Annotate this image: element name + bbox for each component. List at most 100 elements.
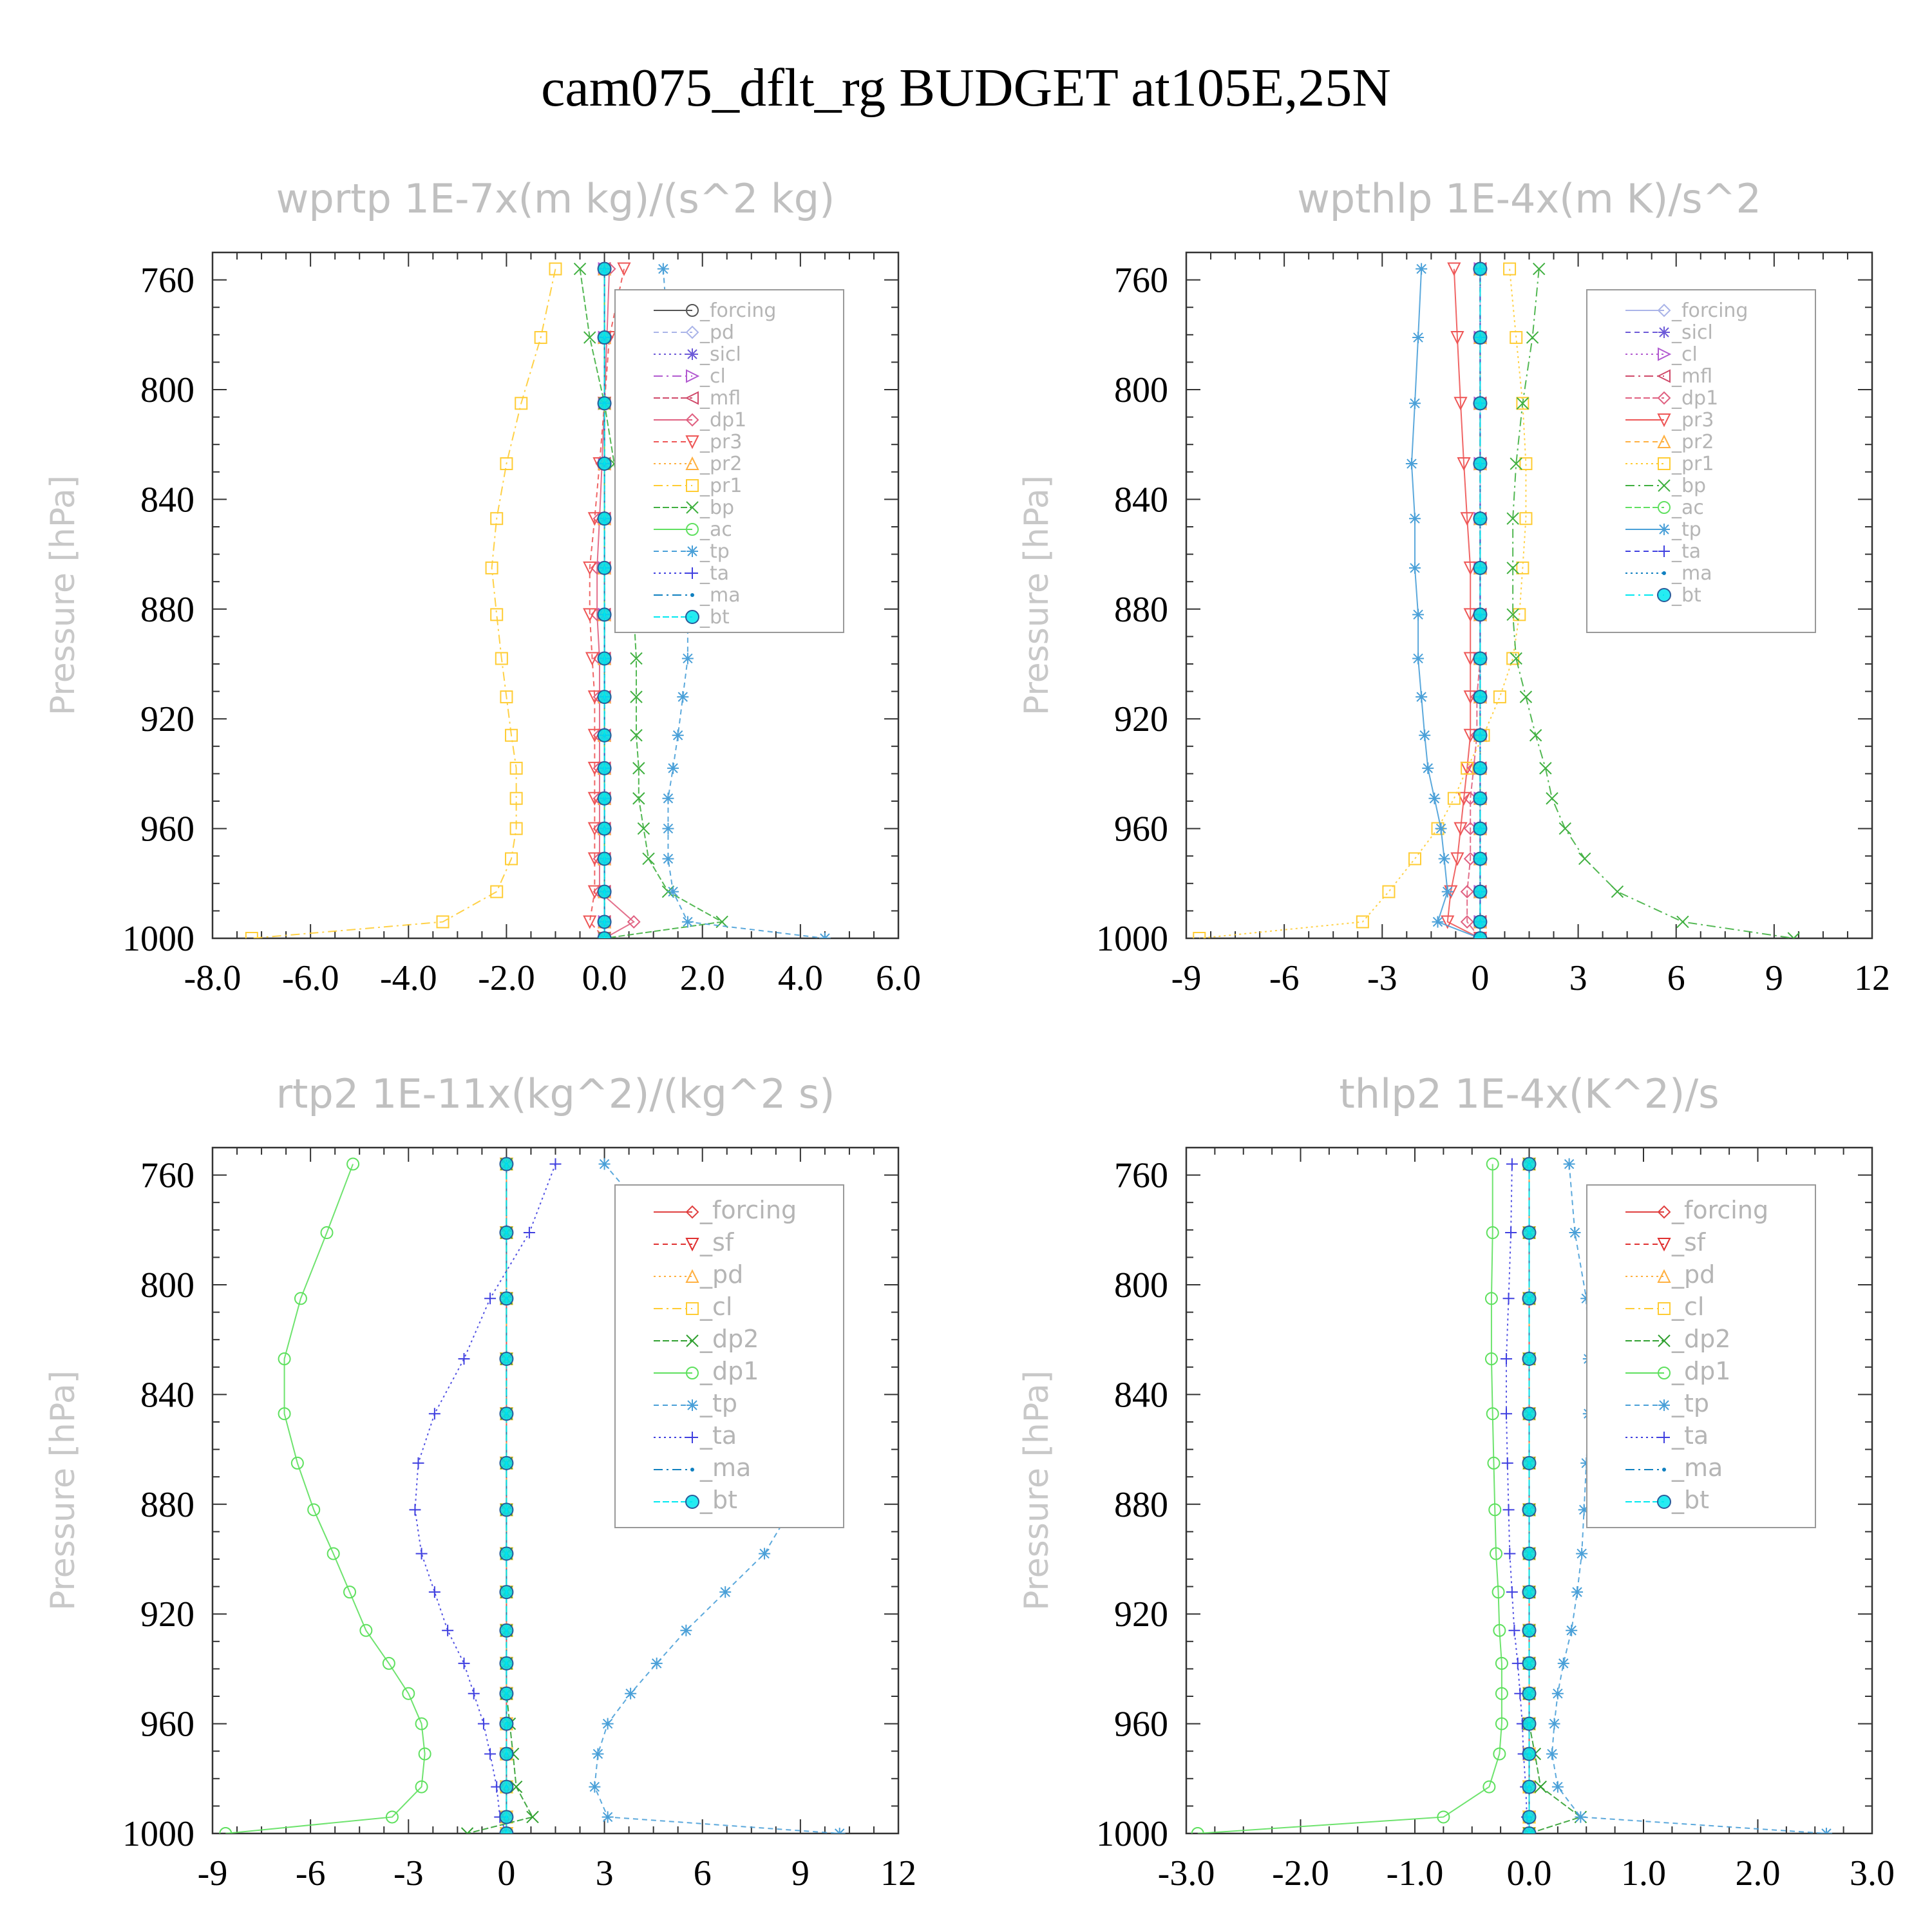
legend-label: _dp2 <box>1671 1325 1730 1353</box>
data-point <box>320 1226 334 1240</box>
legend-item: _bp <box>654 497 734 519</box>
legend-label: _bt <box>699 1486 737 1514</box>
data-point <box>833 1828 846 1833</box>
data-point <box>1546 1748 1558 1760</box>
x-tick-label: 0.0 <box>1507 1853 1552 1893</box>
data-point <box>1510 652 1522 665</box>
legend-label: _cl <box>1671 1293 1704 1321</box>
data-point <box>1522 1157 1537 1171</box>
legend-item: _ta <box>654 1421 737 1450</box>
legend-label: _forcing <box>699 299 776 322</box>
legend-item: _dp2 <box>1625 1325 1730 1353</box>
y-tick-label: 920 <box>140 699 194 739</box>
data-point <box>685 1238 699 1252</box>
data-point <box>1487 1456 1501 1470</box>
data-point <box>1454 822 1468 836</box>
legend-label: _tp <box>699 1389 737 1417</box>
x-tick-label: 0.0 <box>582 958 627 998</box>
data-point <box>687 545 698 557</box>
data-point <box>1519 690 1533 703</box>
data-point <box>1551 1781 1564 1793</box>
data-point <box>1412 609 1425 621</box>
data-point <box>1473 931 1488 938</box>
legend-item: _mfl <box>1625 365 1712 388</box>
y-tick-label: 800 <box>140 370 194 410</box>
y-tick-label: 1000 <box>1096 1814 1168 1854</box>
legend-item: _ta <box>1625 540 1701 563</box>
y-tick-label: 880 <box>1114 1485 1168 1525</box>
chart-title: rtp2 1E-11x(kg^2)/(kg^2 s) <box>276 1070 835 1117</box>
legend-item: _forcing <box>654 299 776 322</box>
legend: _forcing_sicl_cl_mfl_dp1_pr3_pr2_pr1_bp_… <box>1586 289 1816 633</box>
data-point <box>327 1547 340 1560</box>
legend-label: _cl <box>1671 343 1698 366</box>
legend-label: _bt <box>699 606 730 629</box>
data-point <box>573 262 587 276</box>
y-tick-label: 1000 <box>1096 919 1168 959</box>
data-point <box>490 512 504 526</box>
data-point <box>1522 1502 1537 1517</box>
x-tick-label: 0 <box>497 1853 515 1893</box>
data-point <box>499 1656 514 1671</box>
data-point <box>1522 1810 1537 1824</box>
x-tick-label: 0 <box>1471 958 1489 998</box>
data-point <box>630 690 643 703</box>
data-point <box>1658 1367 1671 1379</box>
data-point <box>685 413 699 427</box>
legend-label: _pr2 <box>699 453 742 475</box>
data-point <box>415 1780 428 1794</box>
data-point <box>442 1624 454 1636</box>
data-point <box>1658 479 1671 492</box>
data-point <box>1454 397 1468 411</box>
x-tick-label: 2.0 <box>680 958 725 998</box>
data-point <box>597 511 612 526</box>
data-point <box>500 690 513 704</box>
data-point <box>1657 588 1671 602</box>
legend: _forcing_pd_sicl_cl_mfl_dp1_pr3_pr2_pr1_… <box>614 289 844 633</box>
data-point <box>549 262 562 276</box>
data-point <box>589 1781 601 1793</box>
x-tick-label: 6 <box>694 1853 712 1893</box>
y-tick-label: 920 <box>140 1595 194 1634</box>
chart-panel-4: thlp2 1E-4x(K^2)/s 760 800 840 880 920 960 1000… <box>1018 1070 1895 1893</box>
data-point <box>1486 1407 1499 1421</box>
series-line <box>1506 1164 1530 1833</box>
legend-item: _ma <box>654 1454 751 1482</box>
legend-label: _sicl <box>699 343 741 366</box>
data-point <box>1516 561 1530 574</box>
legend-item: _bt <box>1625 1486 1709 1514</box>
data-point <box>499 1546 514 1561</box>
y-tick-label: 800 <box>140 1265 194 1305</box>
data-point <box>1611 885 1624 898</box>
data-point <box>630 729 643 742</box>
data-point <box>1558 822 1571 835</box>
data-point <box>583 608 597 622</box>
data-point <box>382 1656 395 1670</box>
data-point <box>1566 1624 1578 1636</box>
data-point <box>1658 1432 1670 1443</box>
y-tick-label: 1000 <box>122 1814 194 1854</box>
data-point <box>1501 1408 1512 1420</box>
data-point <box>1522 1546 1537 1561</box>
x-tick-label: 12 <box>1854 958 1890 998</box>
data-point <box>1486 1157 1499 1171</box>
data-point <box>1522 1656 1537 1671</box>
data-point <box>1578 1504 1590 1516</box>
legend-item: _pr3 <box>1625 409 1714 431</box>
y-tick-label: 960 <box>140 1705 194 1745</box>
x-tick-label: 3 <box>596 1853 614 1893</box>
x-tick-label: 4.0 <box>778 958 823 998</box>
legend-label: _forcing <box>699 1196 797 1224</box>
y-tick-label: 960 <box>1114 810 1168 849</box>
legend-label: _dp1 <box>699 409 746 431</box>
data-point <box>1409 397 1421 410</box>
legend-item: _ac <box>1625 497 1704 519</box>
data-point <box>1438 853 1450 865</box>
data-point <box>592 1748 604 1760</box>
data-point <box>1519 512 1533 526</box>
legend-label: _sicl <box>1671 321 1713 344</box>
series-line <box>1466 269 1481 938</box>
data-point <box>637 822 650 835</box>
data-point <box>1495 1656 1508 1670</box>
data-point <box>1569 1227 1581 1239</box>
